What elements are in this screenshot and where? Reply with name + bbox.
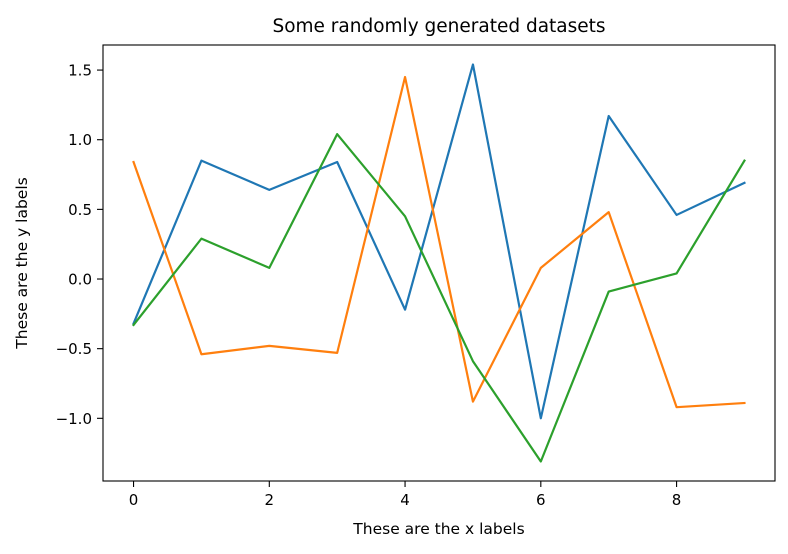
x-tick-label: 8 [672,491,682,509]
series-line-1 [132,63,746,420]
y-axis-label: These are the y labels [13,177,31,349]
y-tick-label: −1.0 [56,410,92,428]
series-layer [132,63,746,463]
x-axis-label: These are the x labels [352,520,524,538]
x-tick-label: 0 [129,491,139,509]
y-tick-label: 1.5 [68,62,92,80]
series-line-2 [132,75,746,409]
y-tick-label: −0.5 [56,340,92,358]
x-tick-label: 2 [265,491,275,509]
y-axis-ticks: −1.0 −0.5 0.0 0.5 1.0 1.5 [56,62,103,428]
x-axis-ticks: 0 2 4 6 8 [129,481,682,509]
plot-frame [102,44,776,482]
x-tick-label: 4 [400,491,410,509]
y-tick-label: 0.5 [68,201,92,219]
x-tick-label: 6 [536,491,546,509]
chart-title: Some randomly generated datasets [272,16,605,37]
y-tick-label: 0.0 [68,271,92,289]
y-tick-label: 1.0 [68,131,92,149]
series-line-3 [132,133,746,463]
